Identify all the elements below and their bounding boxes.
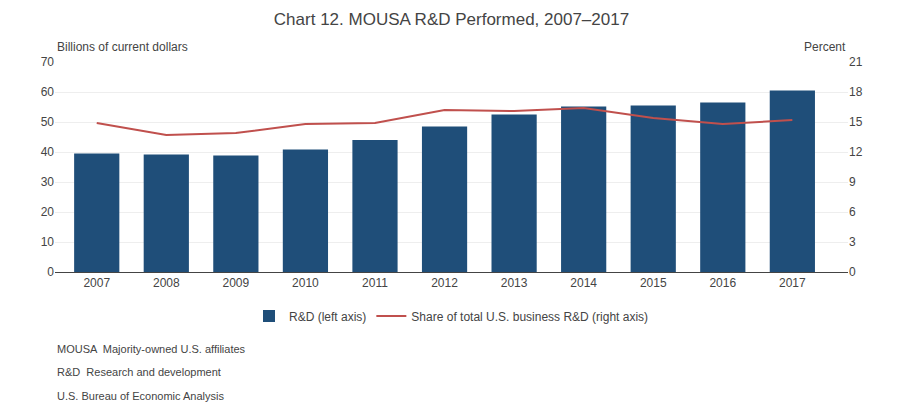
svg-text:Percent: Percent: [804, 40, 846, 54]
svg-text:0: 0: [849, 265, 856, 279]
svg-text:20: 20: [41, 205, 55, 219]
svg-text:50: 50: [41, 115, 55, 129]
svg-text:2011: 2011: [362, 276, 388, 290]
svg-text:9: 9: [849, 175, 856, 189]
svg-text:70: 70: [41, 55, 55, 69]
svg-text:2016: 2016: [709, 276, 736, 290]
svg-text:0: 0: [47, 265, 54, 279]
svg-text:12: 12: [849, 145, 863, 159]
svg-text:21: 21: [849, 55, 863, 69]
svg-text:2010: 2010: [292, 276, 319, 290]
svg-text:R&D (left axis): R&D (left axis): [289, 310, 366, 324]
svg-text:R&D Research and development: R&D Research and development: [57, 366, 221, 378]
svg-text:U.S. Bureau of Economic Analys: U.S. Bureau of Economic Analysis: [57, 390, 224, 402]
svg-text:2015: 2015: [640, 276, 667, 290]
svg-text:2014: 2014: [570, 276, 597, 290]
svg-text:15: 15: [849, 115, 863, 129]
svg-text:30: 30: [41, 175, 55, 189]
svg-text:Share of total U.S. business R: Share of total U.S. business R&D (right …: [411, 310, 648, 324]
svg-text:3: 3: [849, 235, 856, 249]
svg-text:40: 40: [41, 145, 55, 159]
svg-text:60: 60: [41, 85, 55, 99]
svg-text:18: 18: [849, 85, 863, 99]
svg-text:2008: 2008: [153, 276, 180, 290]
svg-text:2012: 2012: [431, 276, 458, 290]
svg-text:10: 10: [41, 235, 55, 249]
svg-text:2007: 2007: [83, 276, 110, 290]
svg-text:2017: 2017: [779, 276, 806, 290]
svg-text:2009: 2009: [223, 276, 250, 290]
svg-text:Billions of current dollars: Billions of current dollars: [57, 40, 188, 54]
svg-text:Chart 12. MOUSA R&D Performed,: Chart 12. MOUSA R&D Performed, 2007–2017: [274, 10, 629, 29]
svg-text:2013: 2013: [501, 276, 528, 290]
svg-text:6: 6: [849, 205, 856, 219]
svg-text:MOUSA Majority-owned U.S. aff: MOUSA Majority-owned U.S. affiliates: [57, 343, 246, 355]
